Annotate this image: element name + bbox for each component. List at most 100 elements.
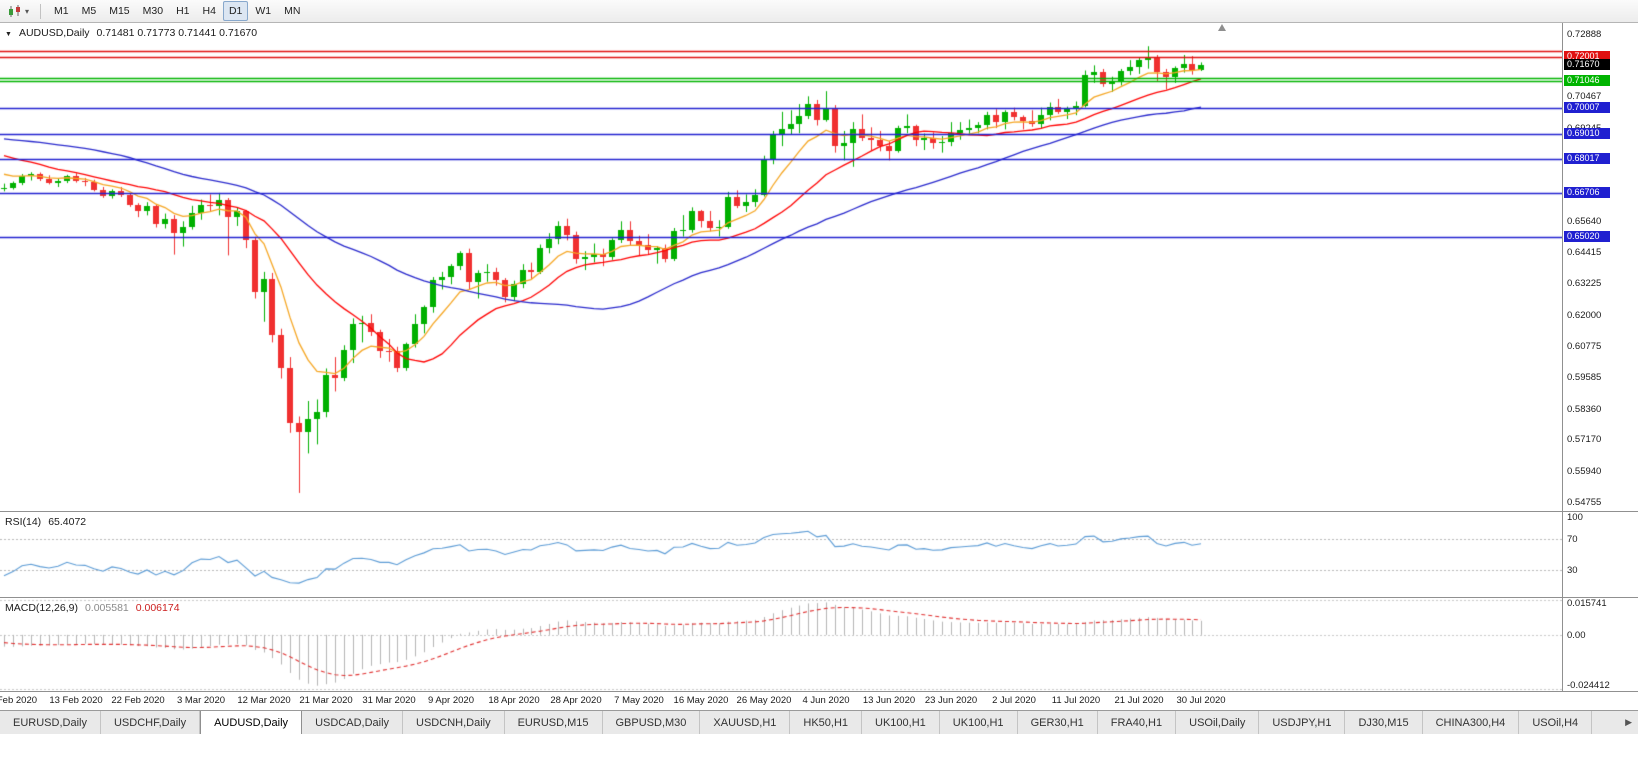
rsi-indicator-name: RSI(14) xyxy=(5,516,42,528)
price-axis-tick: 0.60775 xyxy=(1567,341,1602,353)
rsi-axis-tick: 70 xyxy=(1567,533,1578,545)
chart-tab-eurusd-m15[interactable]: EURUSD,M15 xyxy=(504,711,603,734)
chart-ohlc-values: 0.71481 0.71773 0.71441 0.71670 xyxy=(96,27,258,39)
price-axis-tick: 0.57170 xyxy=(1567,434,1602,446)
candlestick-chart-icon xyxy=(9,4,20,17)
time-axis-label: 9 Apr 2020 xyxy=(428,695,474,706)
time-axis-label: 12 Mar 2020 xyxy=(237,695,291,706)
price-axis-tick: 0.64415 xyxy=(1567,247,1602,259)
chart-tab-usoil-h4[interactable]: USOil,H4 xyxy=(1519,711,1593,734)
level-price-badge: 0.69010 xyxy=(1564,127,1610,139)
time-axis-label: 22 Feb 2020 xyxy=(111,695,165,706)
price-axis-tick: 0.70467 xyxy=(1567,91,1602,103)
macd-axis-tick: 0.00 xyxy=(1567,629,1586,641)
time-axis-label: 21 Jul 2020 xyxy=(1114,695,1164,706)
macd-signal-value: 0.006174 xyxy=(135,602,180,614)
chart-tab-gbpusd-m30[interactable]: GBPUSD,M30 xyxy=(602,711,701,734)
time-axis-label: 16 May 2020 xyxy=(673,695,729,706)
tab-scroll-right-button[interactable]: ▶ xyxy=(1625,717,1632,727)
timeframe-button-m15[interactable]: M15 xyxy=(109,5,130,17)
chart-tab-usdchf-daily[interactable]: USDCHF,Daily xyxy=(100,711,201,734)
chart-tab-ger30-h1[interactable]: GER30,H1 xyxy=(1017,711,1098,734)
chart-tab-xauusd-h1[interactable]: XAUUSD,H1 xyxy=(700,711,791,734)
time-axis-label: 4 Jun 2020 xyxy=(802,695,850,706)
price-axis[interactable]: 0.728880.704670.692450.656400.644150.632… xyxy=(1562,23,1638,511)
time-axis-label: 23 Jun 2020 xyxy=(924,695,978,706)
chart-tab-usdcnh-daily[interactable]: USDCNH,Daily xyxy=(403,711,505,734)
rsi-canvas[interactable] xyxy=(0,512,1562,597)
rsi-axis-tick: 30 xyxy=(1567,565,1578,577)
bottom-empty-strip xyxy=(0,734,1638,768)
price-axis-tick: 0.58360 xyxy=(1567,403,1602,415)
time-axis-label: 21 Mar 2020 xyxy=(299,695,353,706)
price-axis-tick: 0.63225 xyxy=(1567,278,1602,290)
macd-panel[interactable]: MACD(12,26,9) 0.005581 0.006174 0.015741… xyxy=(0,597,1638,691)
rsi-axis[interactable]: 100 70 30 xyxy=(1562,512,1638,597)
chart-tab-dj30-m15[interactable]: DJ30,M15 xyxy=(1345,711,1423,734)
time-axis-label: 18 Apr 2020 xyxy=(488,695,540,706)
rsi-label: RSI(14) 65.4072 xyxy=(5,516,86,528)
time-axis-label: 7 May 2020 xyxy=(614,695,664,706)
timeframe-button-m5[interactable]: M5 xyxy=(81,5,97,17)
chart-shift-marker[interactable] xyxy=(1218,24,1227,31)
chart-tab-fra40-h1[interactable]: FRA40,H1 xyxy=(1097,711,1177,734)
level-price-badge: 0.66706 xyxy=(1564,187,1610,199)
chart-tab-usoil-daily[interactable]: USOil,Daily xyxy=(1176,711,1260,734)
price-axis-tick: 0.55940 xyxy=(1567,466,1602,478)
price-axis-tick: 0.65640 xyxy=(1567,215,1602,227)
time-axis-label: 13 Feb 2020 xyxy=(49,695,103,706)
time-axis[interactable]: 4 Feb 2020 13 Feb 2020 22 Feb 2020 3 Mar 20… xyxy=(0,691,1638,710)
timeframe-buttons: M1 M5 M15 M30 H1 H4 D1 W1 MN xyxy=(48,1,306,21)
macd-axis-tick: 0.015741 xyxy=(1567,598,1607,609)
timeframe-button-m1[interactable]: M1 xyxy=(54,5,69,17)
price-chart-canvas[interactable] xyxy=(0,23,1562,511)
timeframe-button-mn[interactable]: MN xyxy=(284,5,301,17)
price-axis-tick: 0.62000 xyxy=(1567,309,1602,321)
macd-axis-tick: -0.024412 xyxy=(1567,680,1610,691)
price-axis-tick: 0.72888 xyxy=(1567,28,1602,40)
chart-tab-uk100-h1[interactable]: UK100,H1 xyxy=(939,711,1018,734)
level-price-badge: 0.68017 xyxy=(1564,153,1610,165)
macd-canvas[interactable] xyxy=(0,598,1562,691)
chart-title: ▼ AUDUSD,Daily 0.71481 0.71773 0.71441 0… xyxy=(5,27,257,39)
timeframe-button-w1[interactable]: W1 xyxy=(255,5,272,17)
macd-indicator-name: MACD(12,26,9) xyxy=(5,602,78,614)
macd-label: MACD(12,26,9) 0.005581 0.006174 xyxy=(5,602,180,614)
chart-type-dropdown[interactable]: ▾ xyxy=(4,4,33,19)
timeframe-button-d1[interactable]: D1 xyxy=(222,1,249,21)
chart-tab-eurusd-daily[interactable]: EURUSD,Daily xyxy=(0,711,101,734)
price-chart-panel[interactable]: ▼ AUDUSD,Daily 0.71481 0.71773 0.71441 0… xyxy=(0,23,1638,511)
chart-tab-uk100-h1[interactable]: UK100,H1 xyxy=(862,711,940,734)
macd-axis[interactable]: 0.015741 0.00 -0.024412 xyxy=(1562,598,1638,691)
chart-tabbar: EURUSD,Daily USDCHF,Daily AUDUSD,Daily USDC… xyxy=(0,710,1638,734)
chart-tab-china300-h4[interactable]: CHINA300,H4 xyxy=(1422,711,1520,734)
time-axis-label: 28 Apr 2020 xyxy=(550,695,602,706)
time-axis-label: 3 Mar 2020 xyxy=(176,695,226,706)
macd-current-value: 0.005581 xyxy=(84,602,129,614)
time-axis-label: 26 May 2020 xyxy=(736,695,792,706)
current-price-badge: 0.71670 xyxy=(1564,59,1610,71)
chart-tab-audusd-daily[interactable]: AUDUSD,Daily xyxy=(200,711,303,734)
time-axis-label: 4 Feb 2020 xyxy=(0,695,38,706)
timeframe-button-h4[interactable]: H4 xyxy=(202,5,216,17)
chart-tabs: EURUSD,Daily USDCHF,Daily AUDUSD,Daily USDC… xyxy=(0,711,1593,734)
rsi-panel[interactable]: RSI(14) 65.4072 100 70 30 xyxy=(0,511,1638,597)
level-price-badge: 0.70007 xyxy=(1564,102,1610,114)
chart-tab-usdjpy-h1[interactable]: USDJPY,H1 xyxy=(1259,711,1346,734)
timeframe-button-m30[interactable]: M30 xyxy=(142,5,164,17)
dropdown-caret-icon: ▾ xyxy=(25,6,30,16)
toolbar-separator xyxy=(40,3,42,19)
chart-collapse-icon[interactable]: ▼ xyxy=(5,31,12,38)
rsi-axis-tick: 100 xyxy=(1567,512,1583,523)
rsi-current-value: 65.4072 xyxy=(48,516,87,528)
price-axis-tick: 0.59585 xyxy=(1567,372,1602,384)
time-axis-label: 13 Jun 2020 xyxy=(862,695,916,706)
time-axis-label: 11 Jul 2020 xyxy=(1051,695,1101,706)
chart-tab-usdcad-daily[interactable]: USDCAD,Daily xyxy=(302,711,404,734)
chart-tab-hk50-h1[interactable]: HK50,H1 xyxy=(790,711,863,734)
timeframe-toolbar: ▾ M1 M5 M15 M30 H1 H4 D1 W1 MN xyxy=(0,0,1638,23)
time-axis-label: 30 Jul 2020 xyxy=(1176,695,1226,706)
timeframe-button-h1[interactable]: H1 xyxy=(176,5,190,17)
level-price-badge: 0.65020 xyxy=(1564,230,1610,242)
